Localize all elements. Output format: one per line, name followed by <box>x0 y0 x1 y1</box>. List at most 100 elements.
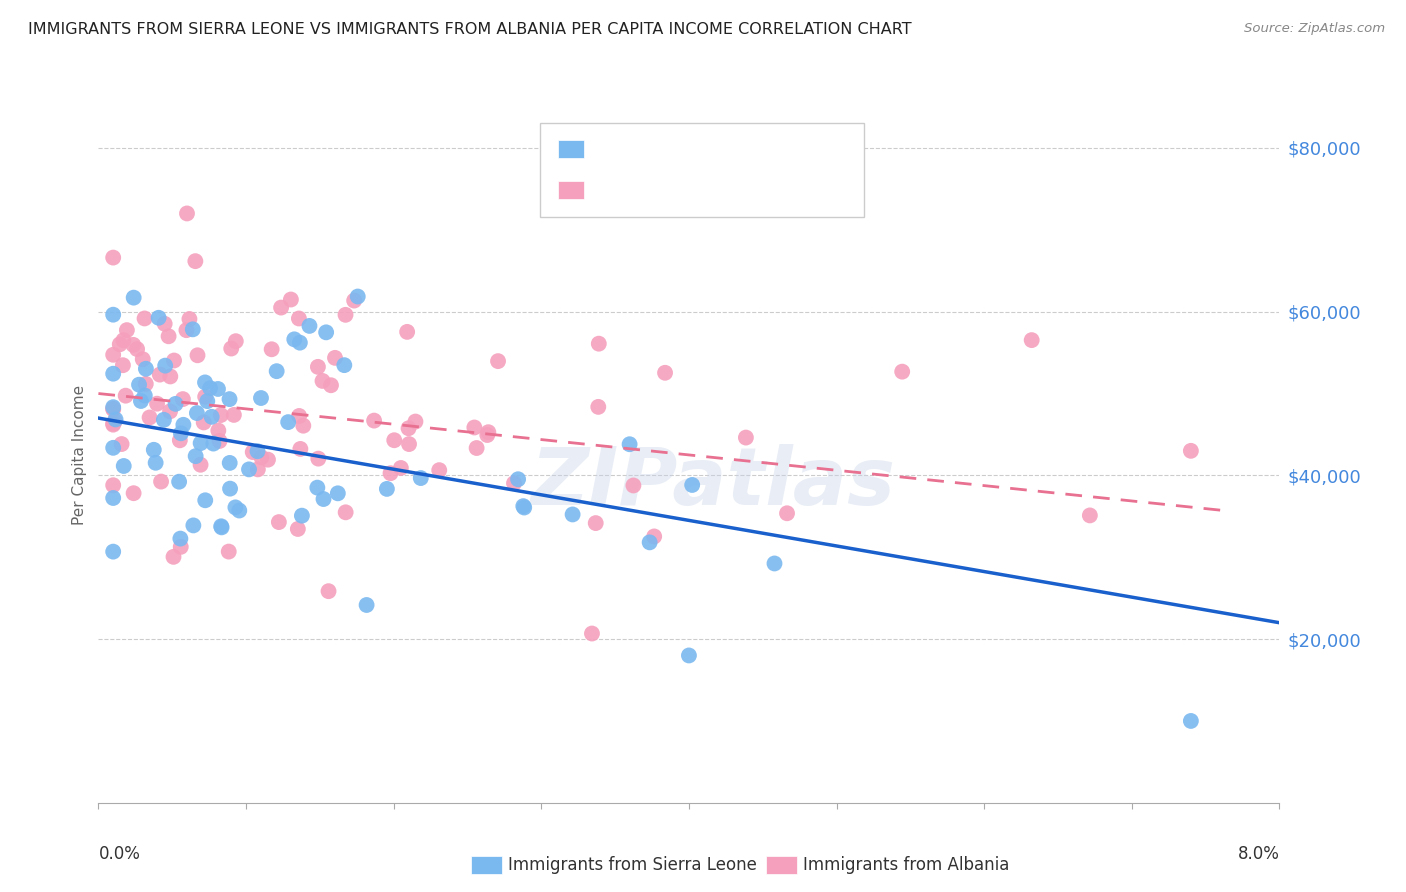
Point <box>183 518 205 533</box>
Point <box>427 463 450 477</box>
Point <box>288 409 311 423</box>
Point <box>326 486 349 500</box>
Point <box>122 338 145 352</box>
Point <box>153 317 176 331</box>
Point <box>477 425 499 440</box>
Point <box>318 584 340 599</box>
Point <box>103 251 125 265</box>
Point <box>132 352 155 367</box>
Text: IMMIGRANTS FROM SIERRA LEONE VS IMMIGRANTS FROM ALBANIA PER CAPITA INCOME CORREL: IMMIGRANTS FROM SIERRA LEONE VS IMMIGRAN… <box>28 22 911 37</box>
Point <box>142 442 165 457</box>
Point <box>315 326 337 340</box>
Text: Immigrants from Sierra Leone: Immigrants from Sierra Leone <box>508 856 756 874</box>
Text: 8.0%: 8.0% <box>1237 845 1279 863</box>
Point <box>135 361 157 376</box>
Point <box>159 369 181 384</box>
Point <box>623 478 645 492</box>
Point <box>287 522 309 536</box>
Point <box>186 406 208 420</box>
Point <box>145 456 167 470</box>
Point <box>103 367 125 381</box>
Point <box>201 409 224 424</box>
Point <box>776 506 799 520</box>
Point <box>283 332 305 346</box>
Point <box>193 416 215 430</box>
Point <box>122 486 145 500</box>
Point <box>396 325 419 339</box>
Point <box>643 529 665 543</box>
Point <box>176 206 198 220</box>
Point <box>465 441 488 455</box>
Point <box>135 376 157 391</box>
Point <box>561 508 583 522</box>
Text: N =: N = <box>695 138 731 156</box>
Point <box>1180 714 1202 728</box>
Point <box>257 452 280 467</box>
Point <box>242 445 264 459</box>
Point <box>323 351 346 365</box>
Point <box>103 544 125 558</box>
Point <box>307 481 329 495</box>
Text: Immigrants from Albania: Immigrants from Albania <box>803 856 1010 874</box>
Point <box>224 500 246 515</box>
Text: -0.302: -0.302 <box>628 179 689 197</box>
Point <box>169 434 191 448</box>
Point <box>202 436 225 450</box>
Point <box>153 413 176 427</box>
Point <box>125 342 148 356</box>
Point <box>477 428 499 442</box>
Point <box>103 308 125 322</box>
Point <box>149 368 172 382</box>
Point <box>218 544 240 558</box>
Y-axis label: Per Capita Income: Per Capita Income <box>72 384 87 525</box>
Point <box>267 515 290 529</box>
Point <box>222 408 245 422</box>
Point <box>319 378 342 392</box>
Point <box>103 441 125 455</box>
Point <box>1180 443 1202 458</box>
Point <box>146 397 169 411</box>
Point <box>190 458 212 472</box>
Point <box>382 434 405 448</box>
Point <box>198 381 221 395</box>
Point <box>169 532 191 546</box>
Point <box>153 359 176 373</box>
Point <box>312 491 335 506</box>
Point <box>250 391 273 405</box>
Point <box>103 402 125 417</box>
Point <box>167 475 190 489</box>
Point <box>104 414 127 428</box>
Point <box>179 312 201 326</box>
Point <box>654 366 676 380</box>
Point <box>463 420 485 434</box>
Point <box>298 318 321 333</box>
Point <box>172 392 194 406</box>
Point <box>763 557 786 571</box>
Point <box>225 334 247 348</box>
Point <box>280 293 302 307</box>
Point <box>409 471 432 485</box>
Point <box>148 310 170 325</box>
Point <box>170 426 193 441</box>
Point <box>195 394 218 409</box>
Text: N =: N = <box>695 179 731 197</box>
Point <box>346 289 368 303</box>
Text: Source: ZipAtlas.com: Source: ZipAtlas.com <box>1244 22 1385 36</box>
Point <box>290 442 312 456</box>
Point <box>288 311 311 326</box>
Point <box>110 437 132 451</box>
Point <box>638 535 661 549</box>
Point <box>619 437 641 451</box>
Point <box>335 308 357 322</box>
Point <box>103 417 125 431</box>
Point <box>211 520 233 534</box>
Point <box>277 415 299 429</box>
Text: -0.398: -0.398 <box>628 138 689 156</box>
Point <box>207 424 229 438</box>
Point <box>404 415 426 429</box>
Point <box>335 505 357 519</box>
Point <box>103 491 125 505</box>
Point <box>162 549 184 564</box>
Point <box>219 342 242 356</box>
Text: ZIPatlas: ZIPatlas <box>530 443 896 522</box>
